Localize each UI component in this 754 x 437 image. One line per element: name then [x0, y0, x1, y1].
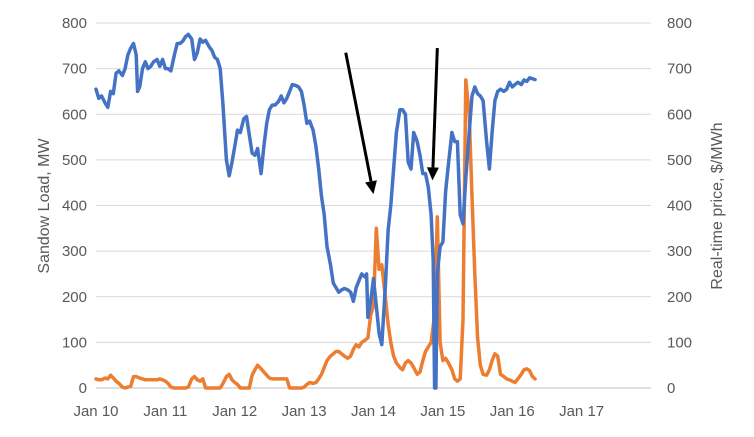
left-tick-label: 500	[62, 152, 87, 169]
gridlines	[96, 22, 651, 389]
right-tick-label: 300	[667, 243, 692, 260]
arrow-head	[426, 167, 439, 181]
load-series	[94, 32, 537, 390]
right-axis-title: Real-time price, $/MWh	[709, 122, 726, 289]
right-tick-label: 700	[667, 61, 692, 78]
right-tick-label: 200	[667, 289, 692, 306]
right-tick-label: 0	[667, 380, 675, 397]
right-tick-label: 500	[667, 152, 692, 169]
left-axis-ticks: 0 100 200 300 400 500 600 700 800	[62, 15, 87, 397]
x-tick-label: Jan 17	[559, 403, 604, 420]
price-series	[94, 78, 537, 390]
x-tick-label: Jan 11	[143, 403, 187, 420]
left-tick-label: 400	[62, 198, 87, 215]
right-tick-label: 800	[667, 15, 692, 32]
left-tick-label: 800	[62, 15, 87, 32]
left-tick-label: 0	[79, 380, 87, 397]
x-tick-label: Jan 16	[490, 403, 535, 420]
arrow-head	[365, 180, 377, 195]
left-tick-label: 100	[62, 334, 87, 351]
left-tick-label: 300	[62, 243, 87, 260]
arrow-shaft	[344, 52, 373, 182]
right-tick-label: 100	[667, 334, 692, 351]
arrow-shaft	[431, 48, 439, 168]
left-tick-label: 700	[62, 61, 87, 78]
x-tick-label: Jan 14	[351, 403, 396, 420]
x-tick-label: Jan 12	[212, 403, 257, 420]
price-line	[94, 78, 537, 390]
right-axis-ticks: 0 100 200 300 400 500 600 700 800	[667, 15, 692, 397]
right-tick-label: 600	[667, 106, 692, 123]
x-tick-label: Jan 10	[73, 403, 118, 420]
left-tick-label: 200	[62, 289, 87, 306]
load-line	[94, 32, 537, 390]
annotation-arrows	[344, 48, 439, 195]
x-axis-ticks: Jan 10 Jan 11 Jan 12 Jan 13 Jan 14 Jan 15 Jan …	[73, 403, 604, 420]
x-tick-label: Jan 15	[420, 403, 465, 420]
x-tick-label: Jan 13	[282, 403, 327, 420]
left-axis-title: Sandow Load, MW	[36, 138, 53, 274]
left-tick-label: 600	[62, 106, 87, 123]
right-tick-label: 400	[667, 198, 692, 215]
